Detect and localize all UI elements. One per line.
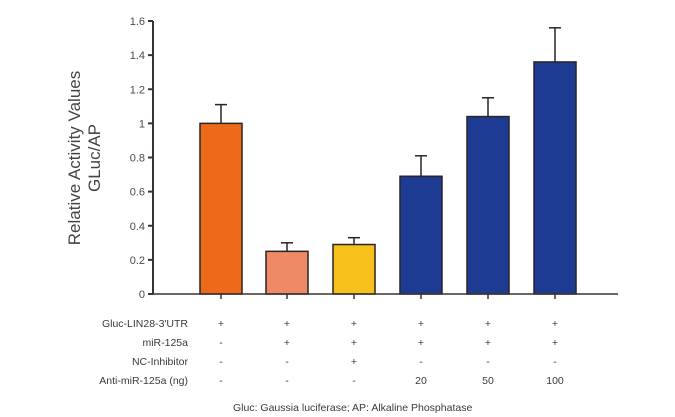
condition-cell: - bbox=[486, 356, 490, 368]
condition-cell: - bbox=[219, 337, 223, 349]
condition-cell: 20 bbox=[415, 375, 427, 387]
condition-cell: + bbox=[418, 337, 424, 349]
y-axis-label-line2: GLuc/AP bbox=[85, 124, 104, 192]
footnote: Gluc: Gaussia luciferase; AP: Alkaline P… bbox=[233, 402, 472, 414]
y-tick-label: 0.6 bbox=[130, 187, 145, 199]
condition-cell: - bbox=[219, 375, 223, 387]
condition-cell: - bbox=[285, 356, 289, 368]
y-tick-label: 0.4 bbox=[130, 221, 145, 233]
condition-cell: + bbox=[552, 318, 558, 330]
condition-cell: + bbox=[485, 337, 491, 349]
condition-cell: 50 bbox=[482, 375, 494, 387]
row-label: Gluc-LIN28-3'UTR bbox=[102, 318, 188, 330]
condition-cell: + bbox=[351, 318, 357, 330]
condition-cell: - bbox=[285, 375, 289, 387]
bar bbox=[466, 115, 510, 295]
y-tick-label: 0.2 bbox=[130, 255, 145, 267]
condition-cell: + bbox=[284, 337, 290, 349]
y-tick-label: 0 bbox=[139, 289, 145, 301]
condition-cell: + bbox=[218, 318, 224, 330]
condition-cell: - bbox=[419, 356, 423, 368]
condition-cell: + bbox=[485, 318, 491, 330]
bar bbox=[199, 122, 243, 295]
condition-cell: + bbox=[284, 318, 290, 330]
condition-cell: - bbox=[352, 375, 356, 387]
row-label: miR-125a bbox=[142, 337, 188, 349]
bar bbox=[332, 243, 376, 295]
y-axis-label-line1: Relative Activity Values bbox=[65, 71, 84, 245]
bar bbox=[533, 61, 577, 295]
condition-cell: + bbox=[552, 337, 558, 349]
y-tick-label: 1.4 bbox=[130, 50, 145, 62]
conditions-table: Gluc-LIN28-3'UTR + + + + + + miR-125a - + + + + + NC-I… bbox=[99, 318, 564, 387]
y-tick-label: 1 bbox=[139, 118, 145, 130]
y-axis: 0 0.2 0.4 0.6 0.8 1 1.2 1.4 1.6 bbox=[130, 16, 154, 301]
condition-cell: - bbox=[219, 356, 223, 368]
bar bbox=[265, 250, 309, 295]
bars bbox=[199, 27, 577, 295]
condition-cell: - bbox=[553, 356, 557, 368]
x-axis bbox=[148, 293, 618, 299]
row-label: Anti-miR-125a (ng) bbox=[99, 375, 188, 387]
row-label: NC-Inhibitor bbox=[132, 356, 189, 368]
condition-cell: + bbox=[418, 318, 424, 330]
y-tick-label: 1.2 bbox=[130, 84, 145, 96]
bar bbox=[399, 175, 443, 295]
y-tick-label: 0.8 bbox=[130, 153, 145, 165]
condition-cell: + bbox=[351, 337, 357, 349]
condition-cell: 100 bbox=[546, 375, 564, 387]
condition-cell: + bbox=[351, 356, 357, 368]
y-tick-label: 1.6 bbox=[130, 16, 145, 28]
